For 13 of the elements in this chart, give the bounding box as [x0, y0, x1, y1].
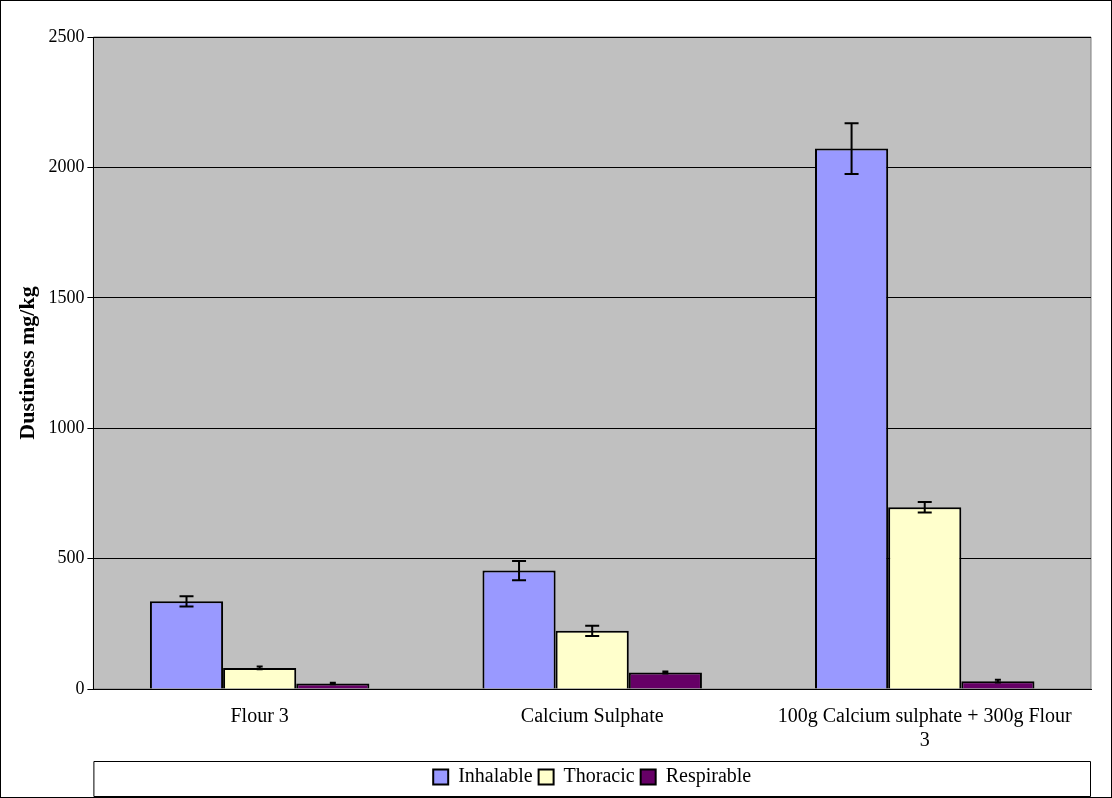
y-axis-title: Dustiness mg/kg	[13, 286, 39, 440]
y-tick-label: 2000	[48, 156, 85, 177]
legend-label: Thoracic	[563, 764, 635, 787]
legend-label: Respirable	[665, 764, 752, 788]
x-tick-label: 100g Calcium sulphate + 300g Flour 3	[777, 704, 1073, 751]
y-tick-label: 1500	[48, 286, 85, 307]
x-tick-label: Calcium Sulphate	[520, 704, 664, 728]
x-tick-label: Flour 3	[230, 704, 289, 727]
y-tick-label: 0	[75, 677, 85, 698]
y-tick-label: 1000	[48, 416, 85, 437]
legend-label: Inhalable	[458, 764, 533, 787]
y-tick-label: 500	[57, 547, 85, 568]
y-tick-label: 2500	[48, 25, 85, 46]
